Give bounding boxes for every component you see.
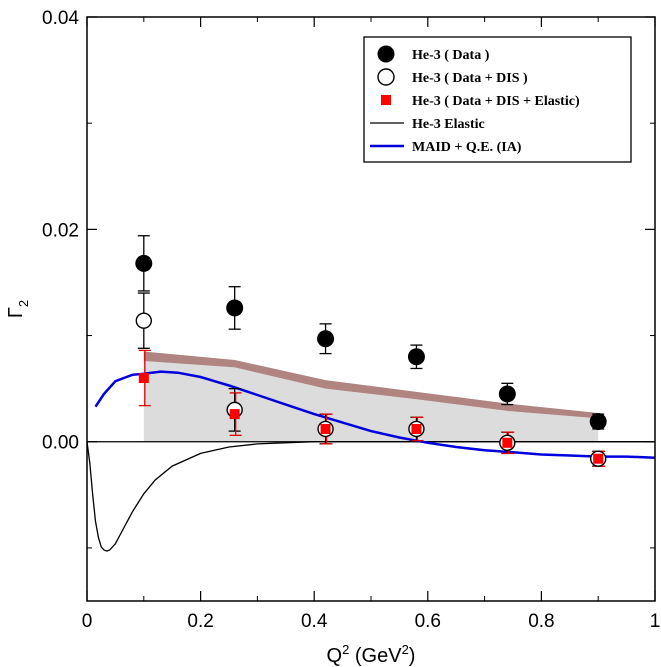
y-axis-title: Γ2 <box>5 300 31 318</box>
x-tick-label: 0.4 <box>301 611 328 632</box>
legend-marker <box>377 45 395 63</box>
data-point <box>502 437 513 448</box>
series-line-3 <box>86 441 655 552</box>
legend-label: He-3 ( Data ) <box>412 48 490 63</box>
bands-layer <box>87 351 655 443</box>
legend-label: He-3 ( Data + DIS + Elastic) <box>412 94 580 109</box>
legend-label: He-3 Elastic <box>412 117 485 132</box>
legend-label: He-3 ( Data + DIS ) <box>412 71 528 86</box>
legend-marker <box>377 68 395 86</box>
data-point <box>138 373 149 384</box>
x-tick-label: 0.2 <box>187 611 213 632</box>
legend: He-3 ( Data ) He-3 ( Data + DIS ) He-3 ( D… <box>363 36 632 163</box>
data-point <box>589 413 607 431</box>
points-layer <box>135 254 607 467</box>
brown-systematic-band <box>143 351 599 419</box>
data-point <box>411 423 422 434</box>
gray-uncertainty-band <box>143 361 599 442</box>
legend-box <box>363 36 632 163</box>
ticks-layer: 0 0.2 0.4 0.6 0.8 1 0.00 0.02 0.04 <box>42 8 660 632</box>
x-tick-label: 1 <box>650 611 661 632</box>
y-tick-label: 0.04 <box>42 8 79 29</box>
data-point <box>229 409 240 420</box>
x-axis-title: Q2 (GeV2) <box>327 642 416 667</box>
x-tick-label: 0 <box>82 611 93 632</box>
data-point <box>226 299 244 317</box>
data-point <box>317 330 335 348</box>
legend-label: MAID + Q.E. (IA) <box>412 140 522 155</box>
x-tick-label: 0.8 <box>528 611 554 632</box>
y-tick-label: 0.00 <box>42 433 79 454</box>
data-point <box>135 254 153 272</box>
data-point <box>135 312 153 329</box>
data-point <box>498 385 516 403</box>
data-point <box>320 423 331 434</box>
y-tick-label: 0.02 <box>42 220 79 241</box>
data-point <box>407 348 425 366</box>
data-point <box>593 453 604 464</box>
x-tick-label: 0.6 <box>415 611 441 632</box>
legend-marker <box>381 95 391 105</box>
